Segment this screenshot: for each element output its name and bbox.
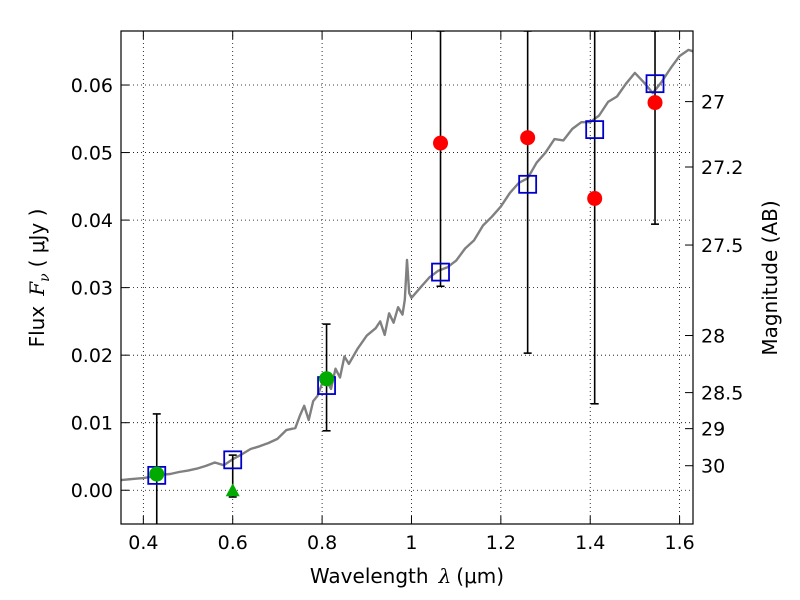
x-tick-label: 0.8 — [307, 532, 337, 554]
y-tick-label: 0.01 — [71, 413, 113, 435]
nondetection-point — [433, 135, 449, 151]
model-photometry-square — [431, 262, 450, 282]
model-photometry-square — [518, 174, 538, 194]
y-tick-label: 0.04 — [71, 210, 113, 232]
y-tick-label: 0.02 — [71, 345, 113, 367]
y-tick-label: 0.06 — [71, 75, 113, 97]
y2-tick-label: 27.2 — [701, 157, 743, 179]
y2-tick-label: 27 — [701, 92, 725, 114]
y2-tick-label: 27.5 — [701, 235, 743, 257]
x-tick-label: 1 — [405, 532, 417, 554]
plot-frame — [120, 30, 694, 525]
model-photometry-square — [585, 120, 605, 139]
axis-ticks — [121, 31, 693, 524]
x-tick-label: 1.6 — [664, 532, 694, 554]
nondetection-point — [647, 95, 663, 111]
x-tick-label: 1.2 — [486, 532, 516, 554]
y-axis-label: FluxFν( μJy ) — [25, 209, 53, 348]
y-tick-label: 0.03 — [71, 278, 113, 300]
detection-point — [149, 466, 165, 482]
y2-tick-label: 30 — [701, 456, 725, 478]
x-tick-label: 1.4 — [575, 532, 605, 554]
model-photometry-square — [223, 450, 243, 470]
tick-labels: 0.4 0.6 0.8 1 1.2 1.4 1.6 0.00 0.01 0.02 0.03 0.04 0… — [71, 75, 744, 554]
y-tick-label: 0.00 — [71, 480, 113, 502]
x-tick-label: 0.6 — [218, 532, 248, 554]
nondetection-point — [587, 190, 603, 206]
x-tick-label: 0.4 — [128, 532, 158, 554]
nondetection-point — [520, 130, 536, 146]
y2-axis-label: Magnitude (AB) — [758, 200, 782, 355]
detection-point — [319, 371, 335, 387]
model-photometry-square — [645, 74, 665, 94]
y2-tick-label: 28.5 — [701, 383, 743, 405]
y2-tick-label: 28 — [701, 326, 725, 348]
y2-tick-label: 29 — [701, 419, 725, 441]
x-axis-label: Wavelength λ (μm) — [310, 564, 504, 588]
y-tick-label: 0.05 — [71, 143, 113, 165]
model-spectrum-line — [121, 48, 693, 482]
grid-lines — [121, 31, 693, 524]
plot-content — [121, 31, 693, 524]
triangle-point — [225, 483, 240, 497]
